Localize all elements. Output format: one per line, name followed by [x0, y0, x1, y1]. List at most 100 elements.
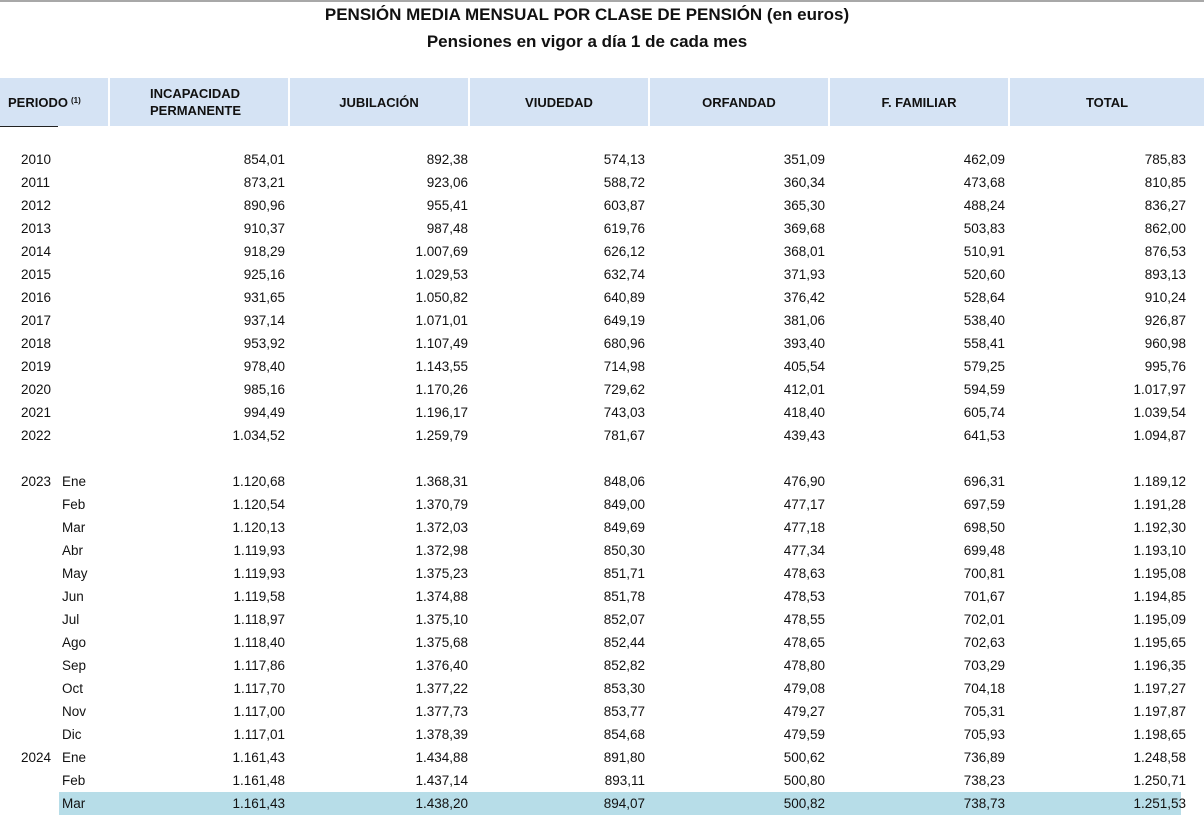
- cell-total: 1.194,85: [1133, 589, 1186, 604]
- cell-viudedad: 781,67: [603, 428, 645, 443]
- cell-incapacidad: 1.119,93: [233, 543, 285, 558]
- cell-jubilacion: 892,38: [426, 152, 468, 167]
- cell-jubilacion: 1.107,49: [415, 336, 468, 351]
- cell-jubilacion: 1.378,39: [415, 727, 468, 742]
- cell-familiar: 703,29: [963, 658, 1005, 673]
- cell-viudedad: 853,77: [603, 704, 645, 719]
- cell-viudedad: 894,07: [603, 796, 645, 811]
- cell-jubilacion: 1.007,69: [415, 244, 468, 259]
- cell-familiar: 538,40: [963, 313, 1005, 328]
- cell-incapacidad: 1.120,13: [232, 520, 285, 535]
- cell-familiar: 738,73: [963, 796, 1005, 811]
- cell-incapacidad: 925,16: [243, 267, 285, 282]
- table-row: Ago 1.118,40 1.375,68 852,44 478,65 702,63 1.1…: [0, 631, 1204, 654]
- cell-viudedad: 649,19: [603, 313, 645, 328]
- cell-familiar: 705,31: [963, 704, 1005, 719]
- cell-orfandad: 476,90: [783, 474, 825, 489]
- cell-incapacidad: 910,37: [243, 221, 285, 236]
- cell-total: 1.197,27: [1133, 681, 1186, 696]
- cell-incapacidad: 1.161,48: [232, 773, 285, 788]
- cell-familiar: 696,31: [963, 474, 1005, 489]
- cell-orfandad: 381,06: [783, 313, 825, 328]
- cell-familiar: 462,09: [963, 152, 1005, 167]
- cell-total: 893,13: [1144, 267, 1186, 282]
- table-row: 2015 925,16 1.029,53 632,74 371,93 520,60 893,…: [0, 263, 1204, 286]
- cell-jubilacion: 955,41: [426, 198, 468, 213]
- table-row: Jun 1.119,58 1.374,88 851,78 478,53 701,67 1.1…: [0, 585, 1204, 608]
- cell-jubilacion: 1.050,82: [415, 290, 468, 305]
- table-row: Oct 1.117,70 1.377,22 853,30 479,08 704,18 1.1…: [0, 677, 1204, 700]
- cell-jubilacion: 1.377,73: [415, 704, 468, 719]
- cell-viudedad: 851,71: [603, 566, 645, 581]
- period-year: 2014: [21, 244, 52, 259]
- cell-total: 1.195,08: [1133, 566, 1186, 581]
- column-header-total: TOTAL: [1010, 78, 1204, 126]
- table-row: Jul 1.118,97 1.375,10 852,07 478,55 702,01 1.1…: [0, 608, 1204, 631]
- column-header-periodo: PERIODO (1): [0, 78, 108, 126]
- table-row: Feb 1.120,54 1.370,79 849,00 477,17 697,59 1.1…: [0, 493, 1204, 516]
- cell-familiar: 473,68: [963, 175, 1005, 190]
- cell-orfandad: 500,62: [783, 750, 825, 765]
- period-month: Feb: [62, 497, 86, 512]
- period-year: 2020: [21, 382, 52, 397]
- table-row: Dic 1.117,01 1.378,39 854,68 479,59 705,93 1.1…: [0, 723, 1204, 746]
- period-year: 2022: [21, 428, 52, 443]
- cell-familiar: 510,91: [963, 244, 1005, 259]
- table-row: 2019 978,40 1.143,55 714,98 405,54 579,25 995,…: [0, 355, 1204, 378]
- table-row: 2024 Ene 1.161,43 1.434,88 891,80 500,62 736,8…: [0, 746, 1204, 769]
- cell-viudedad: 632,74: [603, 267, 645, 282]
- cell-incapacidad: 1.117,70: [233, 681, 285, 696]
- cell-jubilacion: 1.377,22: [415, 681, 468, 696]
- period-month: May: [62, 566, 88, 581]
- table-row: 2020 985,16 1.170,26 729,62 412,01 594,59 1.01…: [0, 378, 1204, 401]
- cell-incapacidad: 978,40: [243, 359, 285, 374]
- cell-total: 1.039,54: [1133, 405, 1186, 420]
- period-year: 2011: [21, 175, 51, 190]
- cell-total: 1.195,09: [1133, 612, 1186, 627]
- table-row: 2022 1.034,52 1.259,79 781,67 439,43 641,53 1.…: [0, 424, 1204, 447]
- column-header-incapacidad: INCAPACIDAD PERMANENTE: [110, 78, 288, 126]
- cell-viudedad: 849,00: [603, 497, 645, 512]
- period-year: 2012: [21, 198, 52, 213]
- period-month: Feb: [62, 773, 86, 788]
- cell-orfandad: 371,93: [783, 267, 825, 282]
- period-year: 2017: [21, 313, 52, 328]
- cell-orfandad: 393,40: [783, 336, 825, 351]
- cell-total: 862,00: [1144, 221, 1186, 236]
- cell-incapacidad: 1.118,40: [233, 635, 285, 650]
- cell-orfandad: 369,68: [783, 221, 825, 236]
- cell-viudedad: 729,62: [603, 382, 645, 397]
- table-row: May 1.119,93 1.375,23 851,71 478,63 700,81 1.1…: [0, 562, 1204, 585]
- cell-jubilacion: 1.437,14: [415, 773, 468, 788]
- table-row: 2014 918,29 1.007,69 626,12 368,01 510,91 876,…: [0, 240, 1204, 263]
- cell-jubilacion: 1.372,03: [415, 520, 468, 535]
- cell-incapacidad: 1.034,52: [232, 428, 285, 443]
- cell-familiar: 698,50: [963, 520, 1005, 535]
- cell-jubilacion: 987,48: [426, 221, 468, 236]
- table-row: Nov 1.117,00 1.377,73 853,77 479,27 705,31 1.1…: [0, 700, 1204, 723]
- cell-familiar: 697,59: [963, 497, 1005, 512]
- cell-familiar: 558,41: [963, 336, 1005, 351]
- cell-orfandad: 365,30: [783, 198, 825, 213]
- cell-jubilacion: 1.372,98: [415, 543, 468, 558]
- cell-familiar: 701,67: [963, 589, 1005, 604]
- table-row: 2018 953,92 1.107,49 680,96 393,40 558,41 960,…: [0, 332, 1204, 355]
- column-header-orfandad: ORFANDAD: [650, 78, 828, 126]
- table-row: Abr 1.119,93 1.372,98 850,30 477,34 699,48 1.1…: [0, 539, 1204, 562]
- cell-total: 810,85: [1144, 175, 1186, 190]
- cell-viudedad: 852,44: [603, 635, 645, 650]
- cell-jubilacion: 1.438,20: [415, 796, 468, 811]
- incapacidad-label-1: INCAPACIDAD: [150, 86, 241, 101]
- cell-incapacidad: 1.161,43: [232, 750, 285, 765]
- table-row: 2010 854,01 892,38 574,13 351,09 462,09 785,83: [0, 148, 1204, 171]
- period-month: Ene: [62, 474, 87, 489]
- period-month: Ago: [62, 635, 87, 650]
- table-row: 2012 890,96 955,41 603,87 365,30 488,24 836,27: [0, 194, 1204, 217]
- cell-orfandad: 360,34: [783, 175, 825, 190]
- cell-orfandad: 477,17: [783, 497, 825, 512]
- period-month: Jul: [62, 612, 80, 627]
- cell-jubilacion: 923,06: [426, 175, 468, 190]
- cell-viudedad: 848,06: [603, 474, 645, 489]
- table-row-highlighted: Mar 1.161,43 1.438,20 894,07 500,82 738,73 1.2…: [0, 792, 1204, 815]
- cell-familiar: 705,93: [963, 727, 1005, 742]
